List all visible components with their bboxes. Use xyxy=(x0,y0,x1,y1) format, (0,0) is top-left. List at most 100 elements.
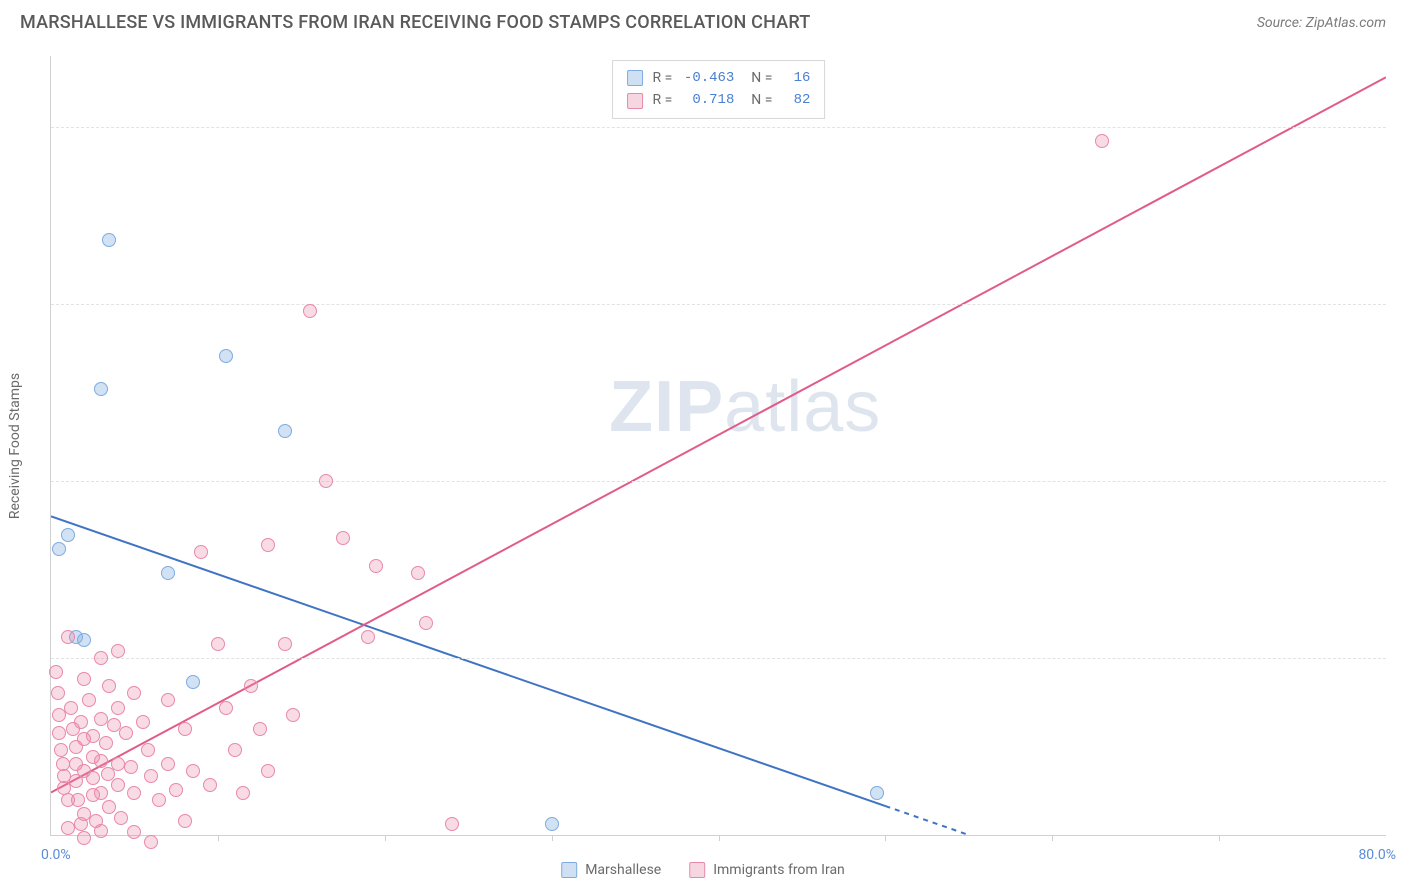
data-point xyxy=(94,824,108,838)
legend-n-label: N = xyxy=(744,89,772,111)
data-point xyxy=(161,566,175,580)
data-point xyxy=(303,304,317,318)
data-point xyxy=(211,637,225,651)
data-point xyxy=(1095,134,1109,148)
data-point xyxy=(86,771,100,785)
data-point xyxy=(119,726,133,740)
y-tick-label: 25.0% xyxy=(1396,473,1406,489)
data-point xyxy=(186,675,200,689)
data-point xyxy=(94,651,108,665)
data-point xyxy=(127,825,141,839)
series-legend: Marshallese Immigrants from Iran xyxy=(561,862,845,878)
data-point xyxy=(52,726,66,740)
data-point xyxy=(111,757,125,771)
data-point xyxy=(144,835,158,849)
legend-n-value: 82 xyxy=(782,89,810,111)
data-point xyxy=(94,382,108,396)
data-point xyxy=(54,743,68,757)
data-point xyxy=(102,800,116,814)
data-point xyxy=(419,616,433,630)
data-point xyxy=(61,528,75,542)
data-point xyxy=(144,769,158,783)
legend-item: Immigrants from Iran xyxy=(689,862,845,878)
gridline xyxy=(51,481,1386,482)
data-point xyxy=(445,817,459,831)
legend-r-label: R = xyxy=(653,89,673,111)
data-point xyxy=(64,701,78,715)
data-point xyxy=(127,786,141,800)
legend-label: Marshallese xyxy=(585,862,661,878)
data-point xyxy=(545,817,559,831)
data-point xyxy=(99,736,113,750)
y-tick-label: 50.0% xyxy=(1396,119,1406,135)
correlation-legend: R = -0.463 N = 16 R = 0.718 N = 82 xyxy=(612,60,826,119)
x-tick xyxy=(719,835,720,841)
y-tick-label: 12.5% xyxy=(1396,650,1406,666)
data-point xyxy=(253,722,267,736)
x-tick xyxy=(552,835,553,841)
x-tick xyxy=(1219,835,1220,841)
data-point xyxy=(228,743,242,757)
legend-r-value: 0.718 xyxy=(682,89,734,111)
data-point xyxy=(51,686,65,700)
data-point xyxy=(169,783,183,797)
data-point xyxy=(261,764,275,778)
legend-r-value: -0.463 xyxy=(682,67,734,89)
data-point xyxy=(186,764,200,778)
gridline xyxy=(51,304,1386,305)
data-point xyxy=(194,545,208,559)
data-point xyxy=(74,715,88,729)
data-point xyxy=(361,630,375,644)
data-point xyxy=(61,630,75,644)
legend-swatch xyxy=(627,70,643,86)
x-tick xyxy=(885,835,886,841)
data-point xyxy=(152,793,166,807)
data-point xyxy=(77,633,91,647)
data-point xyxy=(178,814,192,828)
x-tick xyxy=(218,835,219,841)
data-point xyxy=(71,793,85,807)
legend-swatch xyxy=(627,93,643,109)
legend-row: R = 0.718 N = 82 xyxy=(627,89,811,111)
gridline xyxy=(51,658,1386,659)
y-axis-title: Receiving Food Stamps xyxy=(7,372,23,518)
data-point xyxy=(86,729,100,743)
data-point xyxy=(319,474,333,488)
data-point xyxy=(111,778,125,792)
scatter-chart: Receiving Food Stamps ZIPatlas R =-0.463… xyxy=(50,56,1386,836)
y-tick-label: 37.5% xyxy=(1396,296,1406,312)
data-point xyxy=(124,760,138,774)
data-point xyxy=(136,715,150,729)
x-tick xyxy=(385,835,386,841)
legend-swatch xyxy=(689,862,705,878)
data-point xyxy=(870,786,884,800)
data-point xyxy=(49,665,63,679)
legend-row: R = -0.463 N = 16 xyxy=(627,67,811,89)
x-axis-max-label: 80.0% xyxy=(1358,847,1396,863)
data-point xyxy=(102,679,116,693)
data-point xyxy=(336,531,350,545)
legend-r-label: R = xyxy=(653,67,673,89)
legend-n-value: 16 xyxy=(782,67,810,89)
legend-n-label: N = xyxy=(744,67,772,89)
data-point xyxy=(77,831,91,845)
data-point xyxy=(244,679,258,693)
data-point xyxy=(219,701,233,715)
data-point xyxy=(52,542,66,556)
chart-title: MARSHALLESE VS IMMIGRANTS FROM IRAN RECE… xyxy=(20,12,810,33)
data-point xyxy=(286,708,300,722)
data-point xyxy=(203,778,217,792)
data-point xyxy=(114,811,128,825)
data-point xyxy=(161,757,175,771)
source-label: Source: ZipAtlas.com xyxy=(1257,15,1386,31)
legend-swatch xyxy=(561,862,577,878)
data-point xyxy=(127,686,141,700)
x-tick xyxy=(1052,835,1053,841)
data-point xyxy=(161,693,175,707)
data-point xyxy=(411,566,425,580)
data-point xyxy=(219,349,233,363)
data-point xyxy=(111,701,125,715)
data-point xyxy=(178,722,192,736)
watermark: ZIPatlas xyxy=(609,366,881,448)
trend-lines xyxy=(51,56,1386,835)
